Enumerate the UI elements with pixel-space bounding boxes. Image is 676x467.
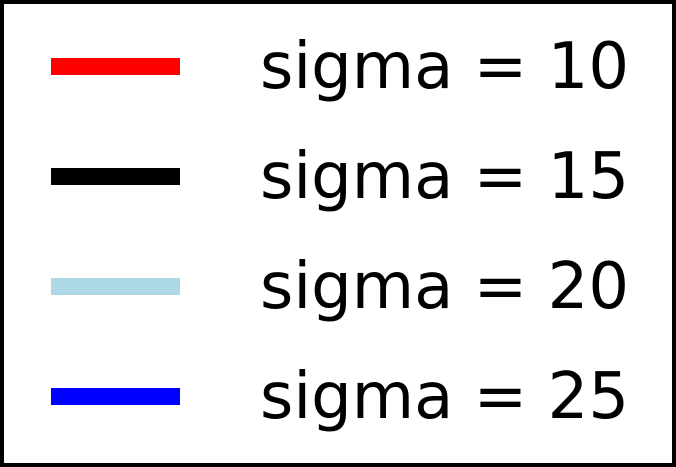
- legend-swatch-red: [51, 58, 180, 75]
- legend-label: sigma = 10: [260, 30, 630, 104]
- legend-entry-sigma-25: sigma = 25: [4, 342, 672, 452]
- legend-entry-sigma-10: sigma = 10: [4, 12, 672, 122]
- legend-label: sigma = 20: [260, 250, 630, 324]
- legend-entry-sigma-15: sigma = 15: [4, 122, 672, 232]
- legend-swatch-light-blue: [51, 278, 180, 295]
- legend-entry-sigma-20: sigma = 20: [4, 232, 672, 342]
- legend-label: sigma = 15: [260, 140, 630, 214]
- legend-swatch-blue: [51, 388, 180, 405]
- legend-swatch-black: [51, 168, 180, 185]
- legend-label: sigma = 25: [260, 360, 630, 434]
